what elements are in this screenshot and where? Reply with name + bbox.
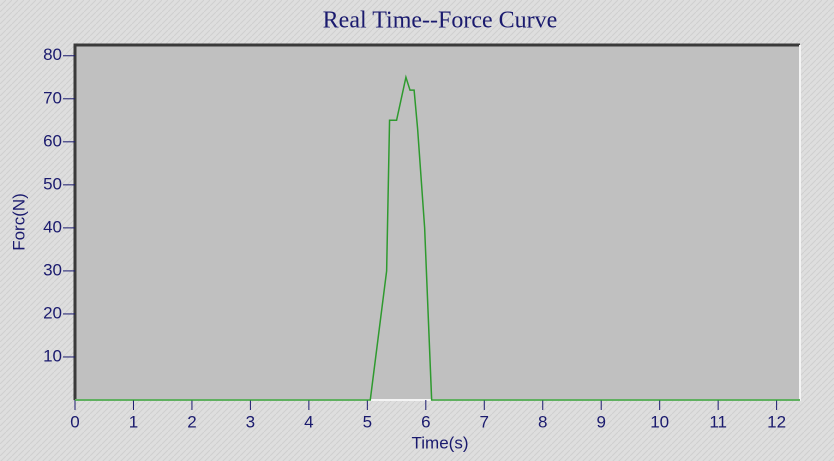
data-line [75, 74, 800, 401]
x-tick-label: 11 [709, 412, 727, 431]
x-tick-label: 3 [246, 412, 255, 431]
y-tick-label: 40 [43, 217, 62, 236]
x-tick-label: 0 [70, 412, 79, 431]
y-tick-label: 20 [43, 303, 62, 322]
x-tick-label: 5 [363, 412, 372, 431]
y-axis-label: Forc(N) [9, 193, 28, 251]
x-tick-label: 10 [650, 412, 669, 431]
x-tick-label: 9 [596, 412, 605, 431]
plot-border-dark [73, 43, 800, 400]
x-tick-label: 4 [304, 412, 313, 431]
x-axis-label: Time(s) [412, 433, 469, 452]
x-tick-label: 12 [767, 412, 786, 431]
x-tick-label: 8 [538, 412, 547, 431]
x-tick-label: 6 [421, 412, 430, 431]
y-tick-label: 70 [43, 88, 62, 107]
plot-area [75, 45, 800, 400]
x-tick-label: 7 [480, 412, 489, 431]
x-tick-label: 1 [129, 412, 138, 431]
y-tick-label: 60 [43, 131, 62, 150]
y-tick-label: 50 [43, 174, 62, 193]
x-tick-label: 2 [187, 412, 196, 431]
chart-title: Real Time--Force Curve [323, 8, 558, 34]
y-tick-label: 10 [43, 346, 62, 365]
y-tick-label: 30 [43, 260, 62, 279]
y-tick-label: 80 [43, 45, 62, 64]
